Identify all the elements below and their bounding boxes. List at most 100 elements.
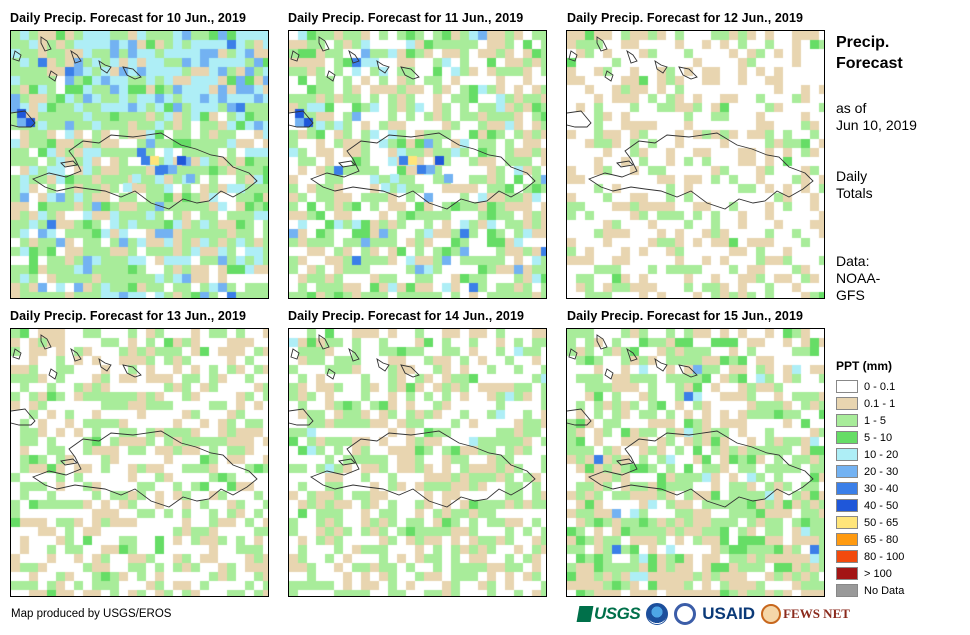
precip-legend: PPT (mm) 0 - 0.1 0.1 - 1 1 - 5 5 - 10 10 - 2… [836, 359, 904, 599]
island-outline [567, 110, 592, 128]
island-outline [400, 364, 420, 378]
usaid-logo: USAID [702, 604, 756, 623]
coastline-outline [289, 36, 536, 210]
forecast-map-5 [288, 328, 547, 597]
island-outline [290, 50, 300, 62]
agency-logos: USGS USAID FEWS NET [576, 603, 850, 625]
coastline-outline [567, 334, 814, 508]
legend-item: 1 - 5 [836, 412, 904, 429]
legend-item: No Data [836, 582, 904, 599]
legend-item: 80 - 100 [836, 548, 904, 565]
legend-label: 0 - 0.1 [864, 380, 896, 393]
island-outline [11, 110, 36, 128]
data-source-line1: Data: [836, 253, 870, 269]
hispaniola-outline [588, 430, 814, 508]
island-outline [326, 368, 336, 380]
legend-item: 5 - 10 [836, 429, 904, 446]
island-outline [60, 458, 78, 466]
island-outline [376, 357, 390, 372]
legend-label: 40 - 50 [864, 499, 899, 512]
legend-label: 80 - 100 [864, 550, 905, 563]
legend-item: 65 - 80 [836, 531, 904, 548]
island-outline [616, 458, 634, 466]
island-outline [70, 347, 82, 362]
legend-swatch [836, 465, 858, 478]
usgs-logo: USGS [576, 604, 641, 624]
island-outline [12, 348, 22, 360]
noaa-logo-icon [646, 603, 669, 625]
island-outline [122, 66, 142, 80]
hispaniola-outline [588, 132, 814, 210]
legend-label: 65 - 80 [864, 533, 899, 546]
legend-swatch [836, 567, 858, 580]
island-outline [567, 408, 592, 426]
map-title-line2: Forecast [836, 55, 903, 72]
island-outline [596, 36, 608, 52]
map-title-line1: Precip. [836, 34, 890, 51]
forecast-map-4 [10, 328, 269, 597]
data-source-line2: NOAA- [836, 270, 881, 286]
legend-label: 20 - 30 [864, 465, 899, 478]
legend-item: 40 - 50 [836, 497, 904, 514]
panel-title-6: Daily Precip. Forecast for 15 Jun., 2019 [567, 309, 804, 323]
island-outline [678, 66, 698, 80]
legend-label: 50 - 65 [864, 516, 899, 529]
fews-net-logo: FEWS NET [761, 604, 850, 624]
island-outline [318, 36, 330, 52]
fews-net-icon [761, 604, 782, 624]
island-outline [654, 357, 668, 372]
legend-swatch [836, 448, 858, 461]
island-outline [400, 66, 420, 80]
legend-swatch [836, 482, 858, 495]
legend-swatch [836, 584, 858, 597]
forecast-map-2 [288, 30, 547, 299]
totals-label: Daily Totals [836, 168, 873, 202]
as-of-label: as of [836, 100, 867, 116]
island-outline [348, 347, 360, 362]
island-outline [289, 408, 314, 426]
panel-title-5: Daily Precip. Forecast for 14 Jun., 2019 [288, 309, 525, 323]
panel-title-2: Daily Precip. Forecast for 11 Jun., 2019 [288, 11, 524, 25]
map-credit: Map produced by USGS/EROS [11, 608, 172, 620]
legend-item: 10 - 20 [836, 446, 904, 463]
forecast-map-1 [10, 30, 269, 299]
legend-item: > 100 [836, 565, 904, 582]
as-of-date: as of Jun 10, 2019 [836, 100, 917, 134]
island-outline [70, 49, 82, 64]
island-outline [654, 59, 668, 74]
panel-title-3: Daily Precip. Forecast for 12 Jun., 2019 [567, 11, 804, 25]
island-outline [604, 70, 614, 82]
island-outline [376, 59, 390, 74]
legend-label: 0.1 - 1 [864, 397, 896, 410]
coastline-outline [11, 36, 258, 210]
hispaniola-outline [32, 430, 258, 508]
hispaniola-outline [32, 132, 258, 210]
island-outline [12, 50, 22, 62]
island-outline [338, 160, 356, 168]
legend-swatch [836, 550, 858, 563]
coastline-outline [11, 334, 258, 508]
island-outline [338, 458, 356, 466]
panel-title-4: Daily Precip. Forecast for 13 Jun., 2019 [10, 309, 247, 323]
forecast-map-6 [566, 328, 825, 597]
island-outline [326, 70, 336, 82]
legend-swatch [836, 499, 858, 512]
island-outline [626, 49, 638, 64]
island-outline [596, 334, 608, 350]
data-source-line3: GFS [836, 287, 865, 303]
island-outline [60, 160, 78, 168]
island-outline [568, 50, 578, 62]
legend-item: 0.1 - 1 [836, 395, 904, 412]
island-outline [626, 347, 638, 362]
legend-label: 10 - 20 [864, 448, 899, 461]
government-seal-icon [674, 603, 697, 625]
legend-swatch [836, 414, 858, 427]
legend-swatch [836, 380, 858, 393]
coastline-outline [289, 334, 536, 508]
legend-item: 0 - 0.1 [836, 378, 904, 395]
island-outline [98, 357, 112, 372]
island-outline [40, 334, 52, 350]
hispaniola-outline [310, 132, 536, 210]
data-source: Data: NOAA- GFS [836, 253, 880, 304]
fews-net-logo-text: FEWS NET [783, 606, 850, 621]
